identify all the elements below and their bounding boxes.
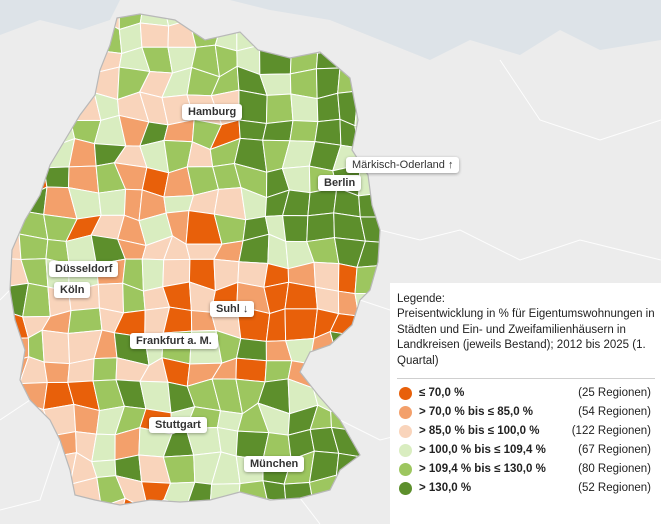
sea-area [0, 0, 661, 60]
legend-count: (25 Regionen) [578, 387, 651, 399]
district-region[interactable] [289, 68, 318, 100]
district-region[interactable] [313, 261, 340, 292]
sea-area-west [0, 0, 120, 35]
city-name: München [250, 458, 299, 470]
district-region[interactable] [92, 357, 118, 382]
legend-count: (80 Regionen) [578, 463, 651, 475]
legend-swatch [399, 482, 412, 495]
district-region[interactable] [235, 357, 267, 383]
district-region[interactable] [316, 92, 341, 123]
district-region[interactable] [290, 93, 319, 123]
legend-class-3[interactable]: > 85,0 % bis ≤ 100,0 % (122 Regionen) [397, 423, 655, 441]
district-region[interactable] [314, 118, 342, 146]
city-name: Berlin [324, 177, 356, 189]
neighbour-borders [0, 59, 661, 524]
legend-swatch [399, 406, 412, 419]
city-label-koeln[interactable]: Köln [54, 282, 91, 298]
legend-swatch [399, 463, 412, 476]
city-name: Frankfurt a. M. [136, 335, 212, 347]
city-label-duesseldorf[interactable]: Düsseldorf [49, 261, 119, 277]
city-name: Hamburg [188, 106, 237, 118]
city-label-suhl[interactable]: Suhl ↓ [210, 301, 255, 317]
legend-range: > 85,0 % bis ≤ 100,0 % [419, 425, 540, 437]
legend-range: > 100,0 % bis ≤ 109,4 % [419, 444, 546, 456]
district-region[interactable] [284, 308, 318, 342]
district-region[interactable] [67, 307, 103, 335]
legend-class-2[interactable]: > 70,0 % bis ≤ 85,0 % (54 Regionen) [397, 404, 655, 422]
city-label-stuttgart[interactable]: Stuttgart [149, 417, 207, 433]
district-region[interactable] [238, 89, 268, 125]
district-region[interactable] [235, 337, 267, 362]
legend-count: (67 Regionen) [578, 444, 651, 456]
legend-range: ≤ 70,0 % [419, 387, 465, 399]
city-name: Stuttgart [155, 419, 201, 431]
legend-class-5[interactable]: > 109,4 % bis ≤ 130,0 % (80 Regionen) [397, 461, 655, 479]
legend-swatch [399, 444, 412, 457]
legend-class-6[interactable]: > 130,0 % (52 Regionen) [397, 480, 655, 498]
legend-swatch [399, 425, 412, 438]
district-region[interactable] [139, 22, 170, 48]
district-region[interactable] [265, 93, 294, 125]
legend-count: (52 Regionen) [578, 482, 651, 494]
legend-class-4[interactable]: > 100,0 % bis ≤ 109,4 % (67 Regionen) [397, 442, 655, 460]
legend-count: (54 Regionen) [578, 406, 651, 418]
district-region[interactable] [289, 120, 319, 143]
district-region[interactable] [262, 119, 294, 142]
city-label-maerkisch-oderland[interactable]: Märkisch-Oderland ↑ [346, 157, 460, 173]
legend-title: Legende: [397, 293, 445, 305]
legend-description: Preisentwicklung in % für Eigentumswohnu… [397, 308, 655, 367]
city-label-hamburg[interactable]: Hamburg [182, 104, 243, 120]
legend-range: > 70,0 % bis ≤ 85,0 % [419, 406, 534, 418]
city-label-muenchen[interactable]: München [244, 456, 305, 472]
city-name: Köln [60, 284, 85, 296]
legend-divider [397, 378, 655, 379]
legend-range: > 130,0 % [419, 482, 472, 494]
city-label-berlin[interactable]: Berlin [318, 175, 362, 191]
district-region[interactable] [262, 480, 287, 503]
district-region[interactable] [43, 361, 71, 384]
legend-range: > 109,4 % bis ≤ 130,0 % [419, 463, 546, 475]
legend-count: (122 Regionen) [571, 425, 651, 437]
district-region[interactable] [92, 497, 126, 524]
district-region[interactable] [282, 215, 309, 243]
district-region[interactable] [98, 188, 127, 216]
city-name: Märkisch-Oderland ↑ [352, 159, 454, 171]
city-name: Suhl ↓ [216, 303, 249, 315]
district-region[interactable] [141, 258, 165, 292]
city-label-frankfurt[interactable]: Frankfurt a. M. [130, 333, 218, 349]
district-region[interactable] [91, 433, 116, 463]
legend-panel: Legende: Preisentwicklung in % für Eigen… [390, 283, 661, 524]
district-region[interactable] [306, 212, 335, 243]
district-region[interactable] [238, 119, 268, 141]
district-region[interactable] [284, 281, 318, 310]
legend-swatch [399, 387, 412, 400]
district-region[interactable] [265, 308, 287, 342]
district-region[interactable] [337, 262, 358, 295]
district-region[interactable] [356, 240, 381, 268]
district-region[interactable] [41, 329, 71, 365]
legend-class-1[interactable]: ≤ 70,0 % (25 Regionen) [397, 385, 655, 403]
city-name: Düsseldorf [55, 263, 113, 275]
